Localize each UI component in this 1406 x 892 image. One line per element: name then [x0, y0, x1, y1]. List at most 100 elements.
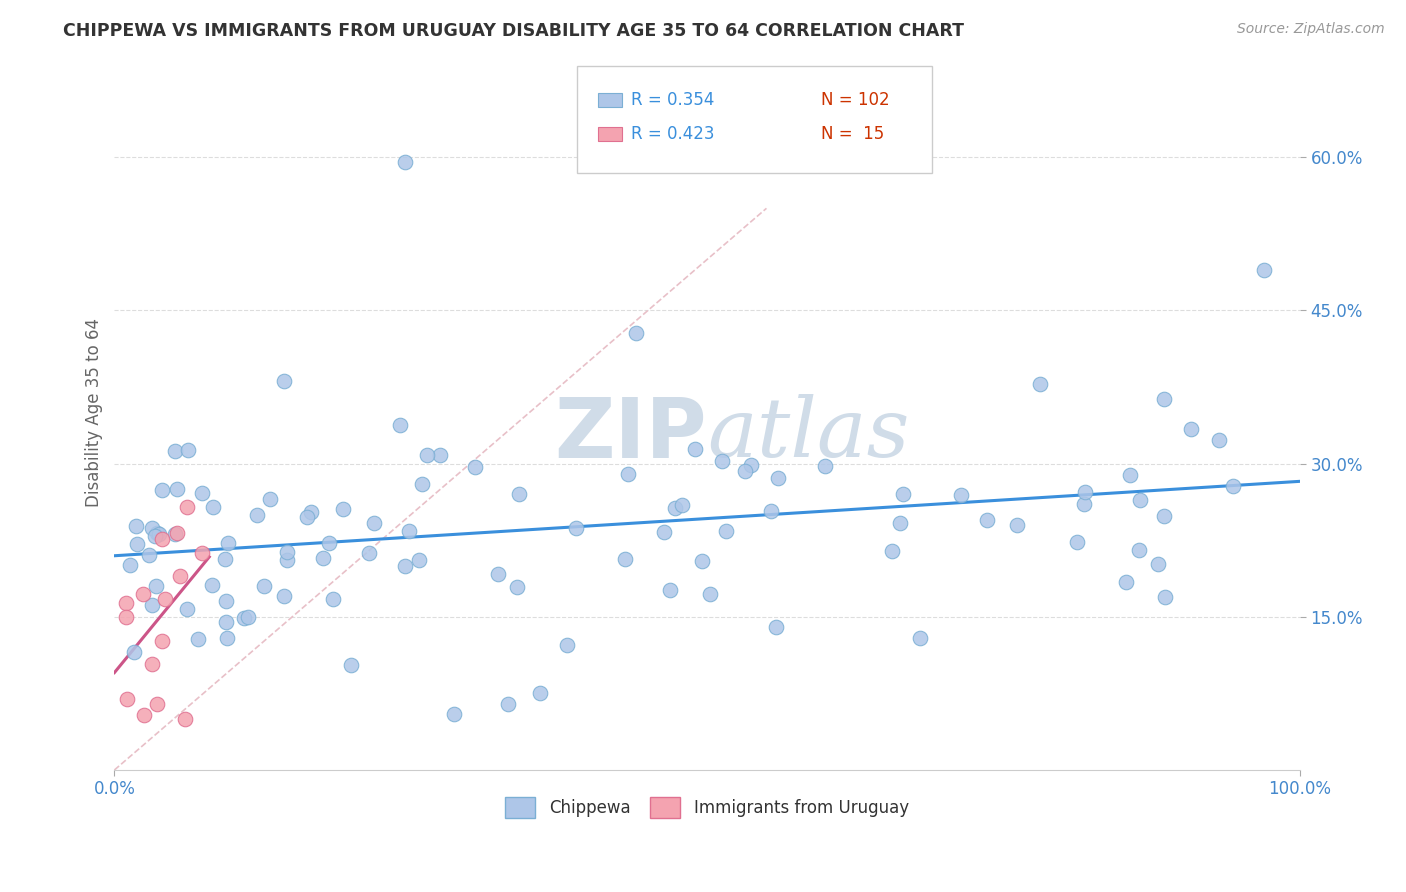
- Point: [322, 591, 344, 606]
- Point: [176, 602, 198, 616]
- Point: [416, 448, 439, 462]
- Point: [1153, 392, 1175, 406]
- Text: R = 0.354: R = 0.354: [631, 91, 714, 109]
- Point: [814, 458, 837, 473]
- Point: [1154, 591, 1177, 605]
- Point: [118, 558, 141, 573]
- Point: [166, 526, 188, 541]
- Legend: Chippewa, Immigrants from Uruguay: Chippewa, Immigrants from Uruguay: [498, 789, 917, 826]
- Point: [734, 464, 756, 478]
- Point: [339, 657, 361, 672]
- Point: [496, 697, 519, 711]
- Point: [614, 551, 637, 566]
- Point: [115, 596, 138, 610]
- Point: [232, 610, 254, 624]
- FancyBboxPatch shape: [598, 127, 621, 141]
- Point: [217, 536, 239, 550]
- Point: [145, 697, 167, 711]
- Point: [134, 708, 156, 723]
- Point: [312, 550, 335, 565]
- Point: [880, 543, 903, 558]
- Point: [408, 553, 430, 567]
- Point: [1153, 509, 1175, 524]
- Point: [150, 633, 173, 648]
- Y-axis label: Disability Age 35 to 64: Disability Age 35 to 64: [86, 318, 103, 507]
- Point: [163, 444, 186, 458]
- Point: [141, 521, 163, 535]
- Point: [1222, 479, 1244, 493]
- Point: [363, 516, 385, 530]
- Point: [443, 706, 465, 721]
- Point: [214, 552, 236, 566]
- Point: [683, 442, 706, 456]
- Point: [357, 545, 380, 559]
- Point: [166, 482, 188, 496]
- Point: [889, 516, 911, 531]
- Point: [187, 632, 209, 647]
- Point: [115, 691, 138, 706]
- Point: [125, 537, 148, 551]
- Point: [891, 487, 914, 501]
- Point: [759, 504, 782, 518]
- Point: [122, 645, 145, 659]
- Text: N =  15: N = 15: [821, 125, 884, 143]
- Point: [394, 155, 416, 169]
- Point: [565, 521, 588, 535]
- Point: [214, 594, 236, 608]
- Point: [1029, 377, 1052, 392]
- Point: [174, 712, 197, 726]
- Point: [276, 552, 298, 566]
- Point: [131, 587, 153, 601]
- Point: [141, 598, 163, 612]
- Point: [143, 529, 166, 543]
- Point: [318, 536, 340, 550]
- Point: [150, 483, 173, 497]
- Point: [1208, 434, 1230, 448]
- Point: [1119, 468, 1142, 483]
- Point: [714, 524, 737, 538]
- Point: [616, 467, 638, 481]
- Point: [114, 610, 136, 624]
- Point: [664, 501, 686, 516]
- Point: [215, 615, 238, 630]
- Point: [506, 580, 529, 594]
- Point: [332, 502, 354, 516]
- Point: [908, 632, 931, 646]
- Point: [464, 460, 486, 475]
- Point: [486, 567, 509, 582]
- Point: [1073, 497, 1095, 511]
- FancyBboxPatch shape: [598, 93, 621, 107]
- Point: [276, 544, 298, 558]
- Point: [976, 513, 998, 527]
- Point: [163, 526, 186, 541]
- Point: [624, 326, 647, 341]
- Point: [1128, 543, 1150, 558]
- Point: [141, 657, 163, 672]
- FancyBboxPatch shape: [576, 66, 932, 173]
- Point: [1066, 534, 1088, 549]
- Point: [273, 374, 295, 388]
- Point: [190, 546, 212, 560]
- Point: [299, 505, 322, 519]
- Point: [1253, 262, 1275, 277]
- Point: [949, 488, 972, 502]
- Point: [1147, 558, 1170, 572]
- Point: [145, 526, 167, 541]
- Point: [671, 498, 693, 512]
- Point: [177, 443, 200, 458]
- Point: [658, 583, 681, 598]
- Point: [150, 533, 173, 547]
- Point: [388, 418, 411, 433]
- Point: [176, 500, 198, 514]
- Point: [259, 491, 281, 506]
- Point: [1074, 485, 1097, 500]
- Point: [1180, 422, 1202, 436]
- Point: [429, 449, 451, 463]
- Point: [169, 568, 191, 582]
- Point: [273, 589, 295, 603]
- Point: [125, 519, 148, 533]
- Text: R = 0.423: R = 0.423: [631, 125, 714, 143]
- Point: [148, 527, 170, 541]
- Point: [508, 486, 530, 500]
- Point: [245, 508, 267, 522]
